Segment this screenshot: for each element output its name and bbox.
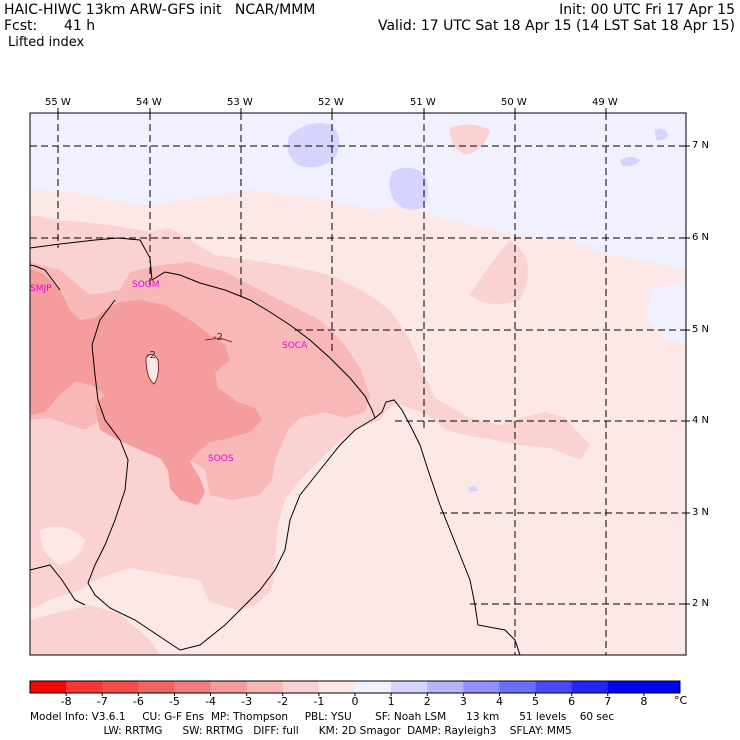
colorbar-tick-label: 3 (459, 695, 467, 708)
station-label: SOCA (282, 341, 308, 351)
forecast-hour: 41 h (64, 18, 96, 34)
valid-time: Valid: 17 UTC Sat 18 Apr 15 (14 LST Sat … (377, 18, 735, 34)
colorbar-swatch (246, 681, 284, 693)
colorbar-swatch (102, 681, 139, 693)
colorbar-tick-label: 2 (423, 695, 431, 708)
colorbar-tick-label: 1 (387, 695, 395, 708)
colorbar-tick-label: -5 (168, 695, 180, 708)
colorbar-swatch (138, 681, 175, 693)
axis-ticks (57, 108, 690, 605)
lon-label: 51 W (410, 97, 436, 108)
colorbar-swatch (30, 681, 67, 693)
colorbar-tick-label: -6 (132, 695, 144, 708)
lat-label: 3 N (692, 507, 710, 518)
lat-label: 5 N (692, 324, 710, 335)
lat-label: 4 N (692, 415, 710, 426)
station-label: SOGM (132, 280, 160, 290)
coastline (30, 237, 521, 655)
colorbar-unit: °C (674, 694, 688, 707)
lon-label: 52 W (318, 97, 344, 108)
contour-label: -2 (213, 332, 223, 343)
colorbar-swatch (282, 681, 320, 693)
map-frame (29, 112, 687, 656)
colorbar (29, 680, 681, 696)
colorbar-tick-label: -8 (60, 695, 72, 708)
colorbar-tick-label: 5 (532, 695, 540, 708)
colorbar-swatch (210, 681, 248, 693)
colorbar-tick-label: -1 (313, 695, 325, 708)
lifted-index-plus1-blob-2 (389, 167, 428, 210)
colorbar-swatch (499, 681, 537, 693)
colorbar-swatch (607, 681, 645, 693)
model-info-line-1: Model Info: V3.6.1 CU: G-F Ens MP: Thomp… (30, 711, 615, 723)
lifted-index-positive-region-east (648, 280, 686, 345)
colorbar-swatch (355, 681, 392, 693)
colorbar-tick-label: 0 (351, 695, 359, 708)
colorbar-tick-label: -3 (241, 695, 253, 708)
lon-label: 55 W (45, 97, 71, 108)
colorbar-swatch (463, 681, 500, 693)
model-title: HAIC-HIWC 13km ARW-GFS init NCAR/MMM (4, 2, 316, 18)
station-label: SMJP (30, 284, 52, 294)
lifted-index-plus1-blob (287, 122, 340, 168)
colorbar-swatch (318, 681, 356, 693)
colorbar-tick-label: -7 (96, 695, 108, 708)
lifted-index-plus1-blob-4 (620, 157, 640, 167)
lifted-index-minus1-region-3 (449, 124, 490, 155)
graticule (30, 113, 686, 655)
lifted-index-minus3-region (30, 268, 262, 505)
colorbar-tick-label: -2 (277, 695, 289, 708)
colorbar-swatch (535, 681, 573, 693)
station-label: SOOS (208, 454, 234, 464)
colorbar-swatch (571, 681, 609, 693)
lifted-index-plus1-blob-3 (655, 128, 668, 141)
lon-label: 54 W (136, 97, 162, 108)
lifted-index-positive-region (30, 113, 686, 270)
colorbar-tick-label: 7 (604, 695, 612, 708)
lifted-index-positive-speck (468, 486, 478, 492)
colorbar-swatch (643, 681, 681, 693)
field-name: Lifted index (8, 35, 85, 50)
init-time: Init: 00 UTC Fri 17 Apr 15 (559, 2, 735, 18)
lon-label: 50 W (501, 97, 527, 108)
lon-label: 53 W (227, 97, 253, 108)
colorbar-swatch (66, 681, 103, 693)
colorbar-swatch (391, 681, 428, 693)
lifted-index-neutral-patch (40, 526, 85, 565)
lon-label: 49 W (592, 97, 618, 108)
colorbar-tick-label: -4 (205, 695, 217, 708)
lat-label: 2 N (692, 598, 710, 609)
lifted-index-minus1-region-2 (30, 605, 160, 655)
contour-minus2 (145, 337, 233, 385)
lat-label: 7 N (692, 140, 710, 151)
colorbar-swatch (427, 681, 464, 693)
colorbar-tick-label: 8 (640, 695, 648, 708)
colorbar-tick-label: 4 (495, 695, 503, 708)
lifted-index-minus1-region-4 (470, 240, 528, 304)
lat-label: 6 N (692, 232, 710, 243)
contour-label: -2 (146, 350, 156, 361)
colorbar-swatch (174, 681, 212, 693)
map-field (30, 113, 686, 655)
colorbar-tick-label: 6 (568, 695, 576, 708)
model-info-line-2: LW: RRTMG SW: RRTMG DIFF: full KM: 2D Sm… (0, 725, 572, 737)
forecast-label: Fcst: (4, 18, 38, 34)
